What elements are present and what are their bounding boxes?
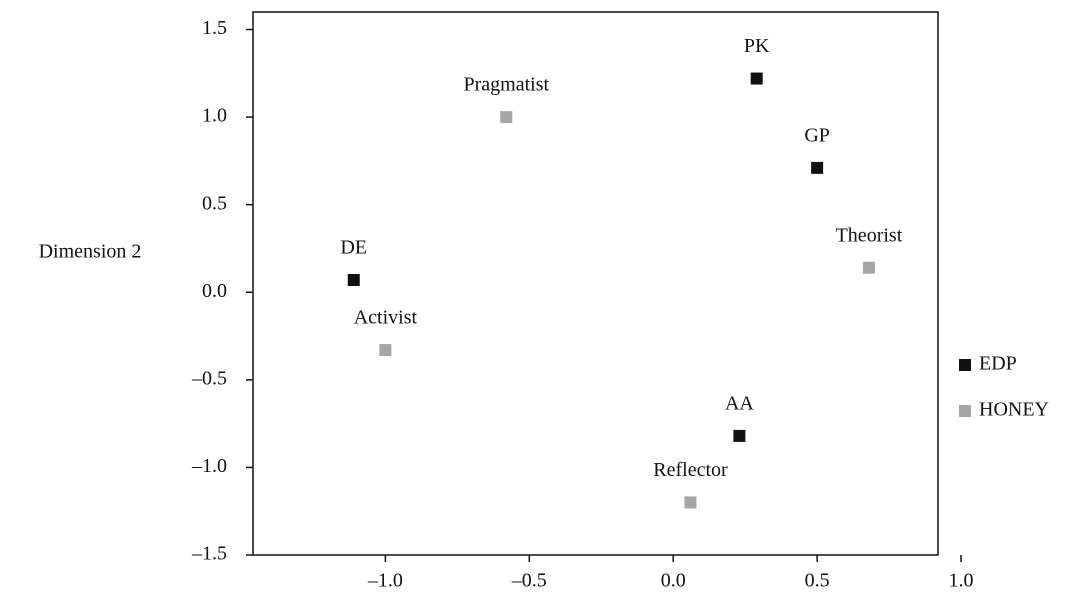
x-tick-label: 0.5 [805,570,830,592]
point-label: DE [340,237,367,259]
point-label: Pragmatist [464,74,550,96]
y-tick-label: 1.5 [202,17,227,39]
legend-swatch [959,405,971,417]
legend-label: HONEY [979,399,1049,421]
x-tick-label: –1.0 [367,570,403,592]
y-tick-label: 1.0 [202,105,227,127]
y-tick-label: –0.5 [191,367,227,389]
point [500,111,513,124]
x-tick-label: 1.0 [949,570,974,592]
point-label: Activist [354,307,418,329]
point-label: GP [804,124,830,146]
x-tick-label: 0.0 [661,570,686,592]
point-label: AA [725,392,754,414]
point [811,161,824,174]
point [347,273,360,286]
y-tick-label: 0.5 [202,192,227,214]
point [733,429,746,442]
point-label: Reflector [653,459,728,481]
point-label: PK [744,35,770,57]
point [684,496,697,509]
legend-swatch [959,359,971,371]
plot-frame [252,11,939,556]
y-axis-label: Dimension 2 [39,241,142,263]
point [750,72,763,85]
point [379,344,392,357]
point [862,261,875,274]
y-tick-label: –1.5 [191,543,227,565]
point-label: Theorist [836,224,903,246]
x-tick-label: –0.5 [511,570,547,592]
y-tick-label: 0.0 [202,280,227,302]
y-tick-label: –1.0 [191,455,227,477]
legend-label: EDP [979,353,1017,375]
